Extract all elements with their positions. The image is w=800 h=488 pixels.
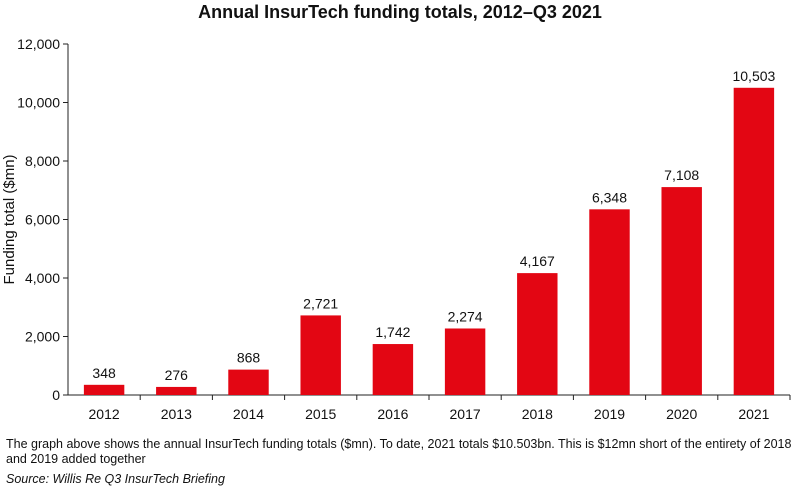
y-tick-label: 10,000 — [17, 95, 60, 111]
y-tick-label: 2,000 — [25, 329, 60, 345]
data-label: 1,742 — [375, 324, 410, 340]
y-axis-title: Funding total ($mn) — [1, 154, 18, 284]
x-tick-label: 2019 — [594, 406, 625, 422]
x-tick-label: 2016 — [377, 406, 408, 422]
y-tick-label: 6,000 — [25, 212, 60, 228]
bar — [444, 328, 486, 395]
bar — [372, 344, 414, 395]
y-tick-label: 8,000 — [25, 153, 60, 169]
data-label: 868 — [237, 350, 261, 366]
x-tick-label: 2012 — [89, 406, 120, 422]
bar — [733, 87, 775, 396]
data-label: 4,167 — [520, 253, 555, 269]
y-tick-label: 0 — [52, 387, 60, 403]
x-tick-label: 2017 — [450, 406, 481, 422]
data-label: 7,108 — [664, 167, 699, 183]
data-label: 6,348 — [592, 189, 627, 205]
y-tick-label: 4,000 — [25, 270, 60, 286]
x-tick-label: 2021 — [738, 406, 769, 422]
bar — [589, 209, 630, 395]
bar — [228, 369, 269, 395]
data-label: 2,274 — [448, 308, 483, 324]
x-tick-label: 2018 — [522, 406, 553, 422]
bar — [83, 384, 125, 395]
x-tick-label: 2014 — [233, 406, 264, 422]
bar — [661, 187, 702, 395]
bar — [517, 273, 558, 395]
bar — [300, 315, 341, 395]
x-tick-label: 2015 — [305, 406, 336, 422]
data-label: 2,721 — [303, 295, 338, 311]
chart-title: Annual InsurTech funding totals, 2012–Q3… — [198, 2, 602, 22]
y-tick-label: 12,000 — [17, 36, 60, 52]
data-label: 276 — [165, 367, 189, 383]
data-label: 348 — [92, 365, 116, 381]
chart-source: Source: Willis Re Q3 InsurTech Briefing — [6, 472, 225, 486]
bar — [156, 386, 197, 395]
bar-chart: 0 2,000 4,000 6,000 8,000 10,000 12,000 Funding… — [1, 36, 791, 422]
chart-caption: The graph above shows the annual InsurTe… — [6, 437, 792, 466]
x-tick-label: 2020 — [666, 406, 697, 422]
data-label: 10,503 — [732, 68, 775, 84]
x-tick-label: 2013 — [161, 406, 192, 422]
